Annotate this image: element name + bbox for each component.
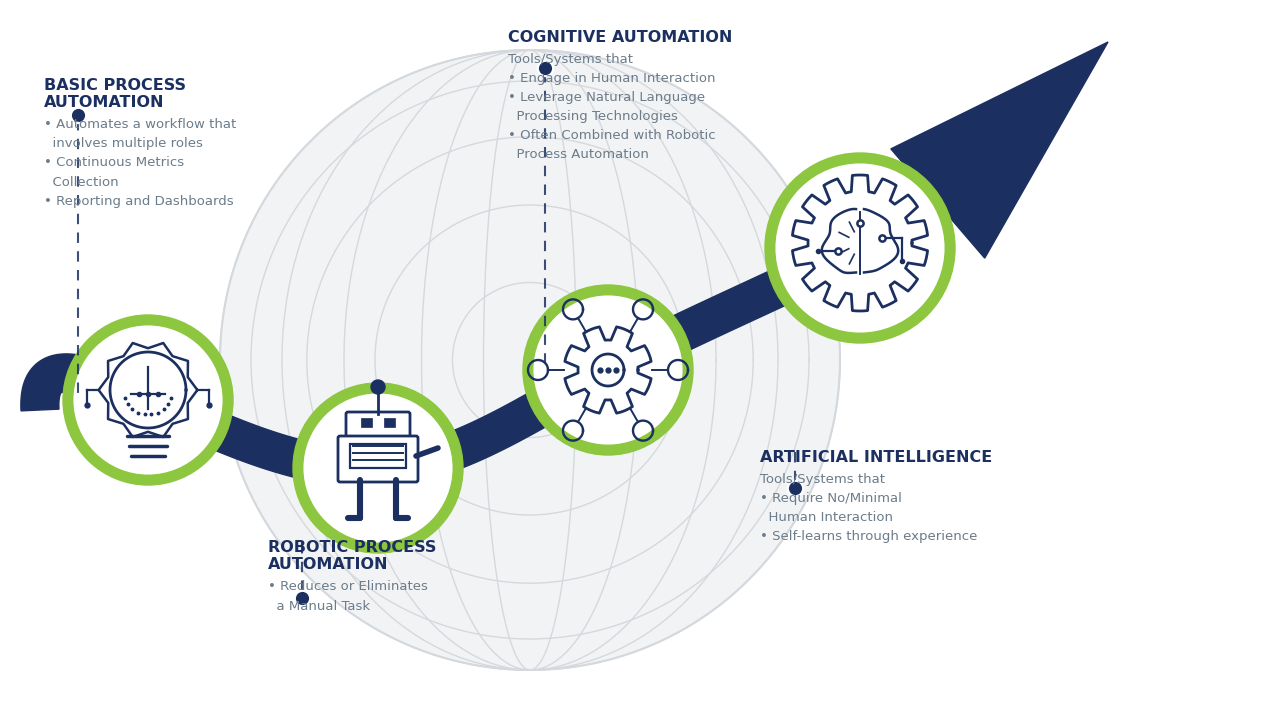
Circle shape (531, 293, 685, 447)
FancyBboxPatch shape (338, 436, 419, 482)
Circle shape (371, 380, 385, 394)
Text: • Automates a workflow that
  involves multiple roles
• Continuous Metrics
  Col: • Automates a workflow that involves mul… (44, 118, 237, 207)
Circle shape (220, 50, 840, 670)
Circle shape (773, 161, 947, 335)
Text: COGNITIVE AUTOMATION: COGNITIVE AUTOMATION (508, 30, 732, 45)
Text: ROBOTIC PROCESS
AUTOMATION: ROBOTIC PROCESS AUTOMATION (268, 540, 436, 572)
Circle shape (293, 383, 463, 553)
Bar (361, 418, 372, 427)
Polygon shape (891, 42, 1108, 258)
Circle shape (63, 315, 233, 485)
Text: ARTIFICIAL INTELLIGENCE: ARTIFICIAL INTELLIGENCE (760, 450, 992, 465)
Text: Tools/Systems that
• Engage in Human Interaction
• Leverage Natural Language
  P: Tools/Systems that • Engage in Human Int… (508, 53, 716, 161)
Text: Tools/Systems that
• Require No/Minimal
  Human Interaction
• Self-learns throug: Tools/Systems that • Require No/Minimal … (760, 473, 978, 543)
Text: BASIC PROCESS
AUTOMATION: BASIC PROCESS AUTOMATION (44, 78, 186, 110)
Circle shape (524, 285, 692, 455)
Circle shape (765, 153, 955, 343)
Circle shape (70, 323, 225, 477)
Polygon shape (20, 188, 946, 487)
Bar (349, 444, 406, 468)
FancyBboxPatch shape (346, 412, 410, 438)
Bar (384, 418, 394, 427)
Text: • Reduces or Eliminates
  a Manual Task: • Reduces or Eliminates a Manual Task (268, 580, 428, 612)
Circle shape (301, 391, 454, 545)
